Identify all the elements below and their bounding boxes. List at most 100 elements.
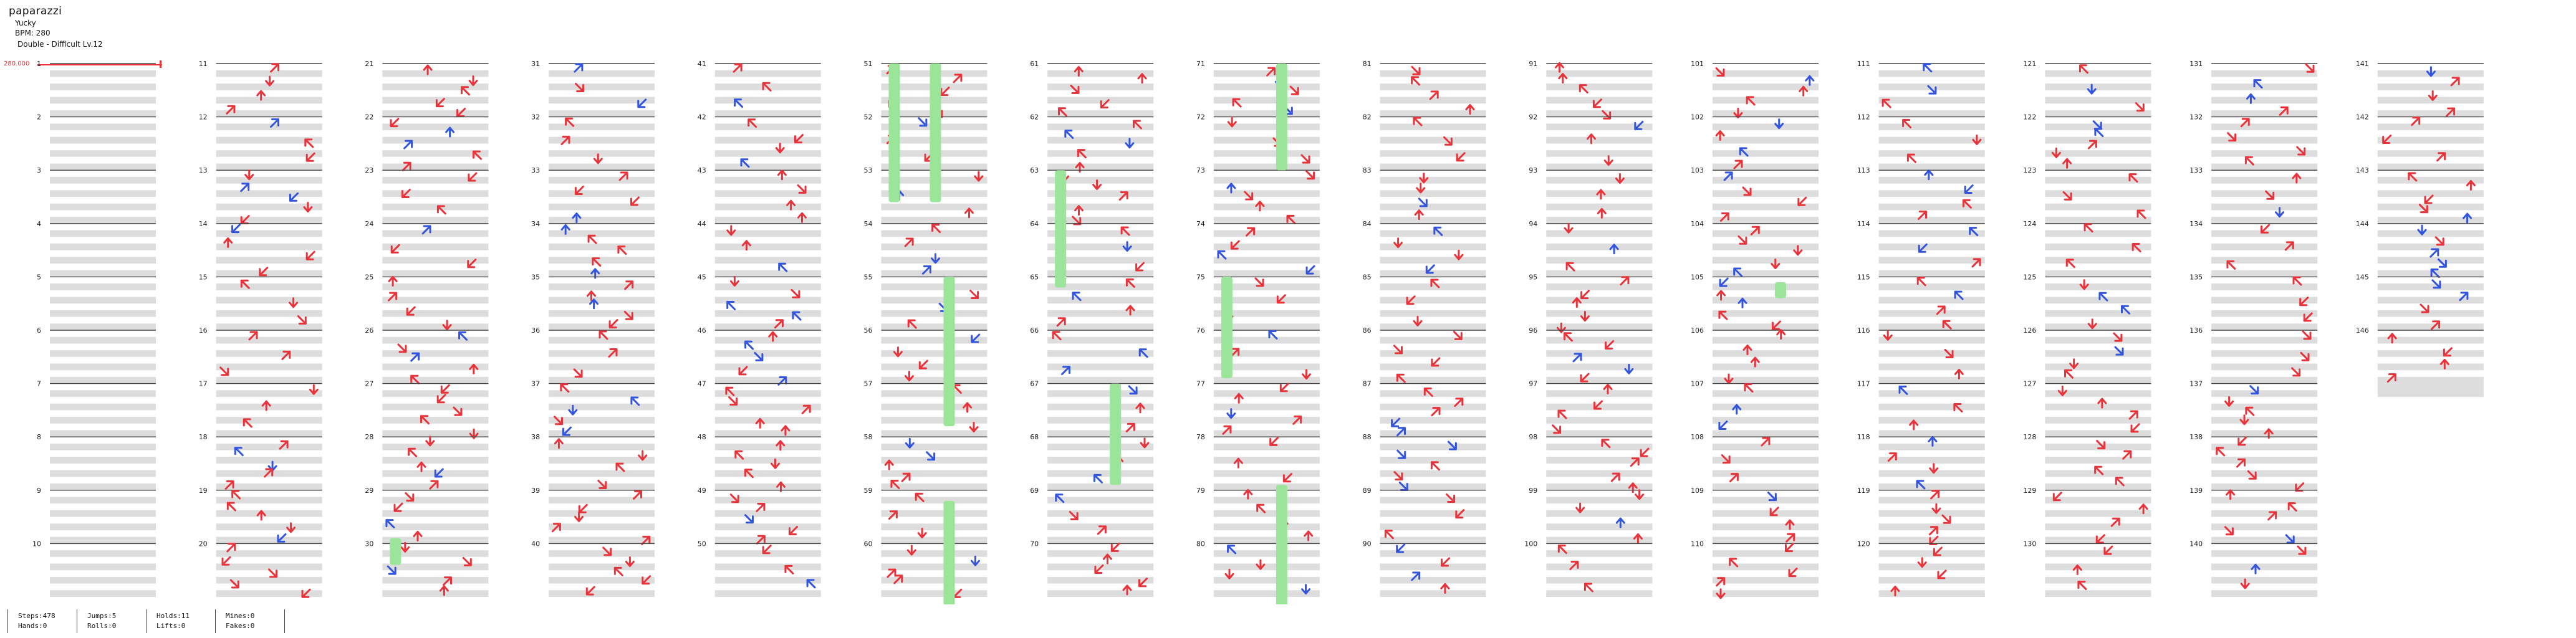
beat-stripe: [1047, 110, 1154, 117]
down-arrow-icon: [893, 346, 903, 358]
down-right-arrow-icon: [1128, 385, 1138, 395]
beat-stripe: [2045, 497, 2151, 504]
down-left-arrow-icon: [794, 134, 804, 144]
up-right-arrow-icon: [264, 468, 274, 478]
up-left-arrow-icon: [2064, 369, 2074, 379]
up-arrow-icon: [2138, 503, 2148, 515]
up-arrow-icon: [1465, 104, 1475, 115]
down-left-arrow-icon: [1580, 373, 1590, 383]
beat-stripe: [216, 536, 322, 544]
up-arrow-icon: [2226, 489, 2236, 500]
measure-number: 129: [2023, 487, 2036, 495]
beat-stripe: [2211, 203, 2318, 211]
down-right-arrow-icon: [1396, 449, 1406, 459]
up-arrow-icon: [1596, 189, 1606, 200]
beat-stripe: [50, 390, 156, 397]
up-right-arrow-icon: [2267, 511, 2277, 521]
up-arrow-icon: [589, 298, 599, 310]
measure-number: 90: [1363, 540, 1372, 548]
up-arrow-icon: [1074, 66, 1084, 77]
beat-stripe: [1546, 270, 1653, 277]
beat-stripe: [549, 203, 655, 211]
beat-stripe: [549, 430, 655, 437]
beat-stripe: [2211, 590, 2318, 597]
beat-stripe: [50, 403, 156, 411]
down-arrow-icon: [244, 169, 254, 181]
down-right-arrow-icon: [1254, 277, 1264, 287]
steps-count: Steps:478: [18, 612, 55, 620]
beat-stripe: [1213, 376, 1320, 384]
down-arrow-icon: [1883, 330, 1893, 341]
beat-stripe: [2211, 136, 2318, 144]
measure-number: 71: [1196, 60, 1205, 68]
beat-stripe: [2211, 550, 2318, 557]
measure-number: 120: [1857, 540, 1870, 548]
down-left-arrow-icon: [436, 394, 446, 404]
hold-note: [930, 64, 941, 202]
beat-stripe: [216, 336, 322, 344]
up-left-arrow-icon: [243, 418, 252, 428]
beat-stripe: [50, 217, 156, 224]
beat-stripe: [1213, 510, 1320, 517]
beat-stripe: [2211, 230, 2318, 237]
beat-stripe: [50, 110, 156, 117]
up-arrow-icon: [964, 207, 974, 219]
beat-stripe: [714, 283, 821, 290]
measure-number: 91: [1529, 60, 1537, 68]
down-right-arrow-icon: [2434, 236, 2444, 246]
up-right-arrow-icon: [226, 543, 236, 553]
up-arrow-icon: [1572, 297, 1582, 308]
beat-stripe: [1713, 390, 1819, 397]
beat-stripe: [2211, 457, 2318, 464]
beat-stripe: [881, 323, 988, 330]
beat-stripe: [1047, 336, 1154, 344]
down-left-arrow-icon: [1929, 536, 1939, 545]
beat-stripe: [1713, 323, 1819, 330]
beat-stripe: [1047, 403, 1154, 411]
beat-stripe: [1546, 217, 1653, 224]
down-left-arrow-icon: [1279, 383, 1289, 393]
down-arrow-icon: [1972, 134, 1982, 145]
beat-stripe: [714, 376, 821, 384]
up-arrow-icon: [1715, 130, 1725, 141]
up-right-arrow-icon: [281, 350, 291, 360]
up-arrow-icon: [2097, 398, 2107, 409]
beat-stripe: [1380, 70, 1486, 77]
down-left-arrow-icon: [1634, 120, 1644, 130]
beat-stripe: [1047, 457, 1154, 464]
beat-stripe: [1713, 270, 1819, 277]
up-left-arrow-icon: [1557, 545, 1567, 555]
measure-number: 75: [1196, 273, 1205, 281]
beat-stripe: [1047, 217, 1154, 224]
beat-stripe: [714, 257, 821, 264]
up-left-arrow-icon: [592, 257, 602, 267]
beat-stripe: [549, 270, 655, 277]
beat-stripe: [1546, 310, 1653, 317]
down-left-arrow-icon: [1282, 473, 1292, 483]
measure-number: 26: [365, 326, 373, 335]
down-left-arrow-icon: [401, 189, 411, 198]
beat-stripe: [881, 230, 988, 237]
up-right-arrow-icon: [279, 440, 289, 450]
down-arrow-icon: [2069, 358, 2079, 369]
down-right-arrow-icon: [2113, 332, 2123, 342]
down-right-arrow-icon: [2249, 385, 2259, 395]
beat-stripe: [1546, 190, 1653, 197]
up-left-arrow-icon: [385, 519, 395, 529]
up-right-arrow-icon: [226, 105, 236, 115]
down-left-arrow-icon: [1135, 262, 1145, 272]
down-right-arrow-icon: [2247, 470, 2257, 480]
up-left-arrow-icon: [1954, 290, 1964, 300]
up-left-arrow-icon: [907, 319, 917, 329]
up-right-arrow-icon: [2429, 248, 2439, 258]
up-right-arrow-icon: [756, 535, 766, 545]
beat-stripe: [382, 283, 489, 290]
up-right-arrow-icon: [904, 237, 914, 247]
up-right-arrow-icon: [2450, 77, 2460, 87]
down-arrow-icon: [1733, 108, 1743, 118]
beat-stripe: [382, 536, 489, 544]
chart-column: 31 32 33 34 35 36 37 38 39 40: [531, 60, 655, 597]
beat-stripe: [1546, 497, 1653, 504]
measure-number: 82: [1363, 113, 1372, 121]
down-left-arrow-icon: [1110, 542, 1120, 552]
